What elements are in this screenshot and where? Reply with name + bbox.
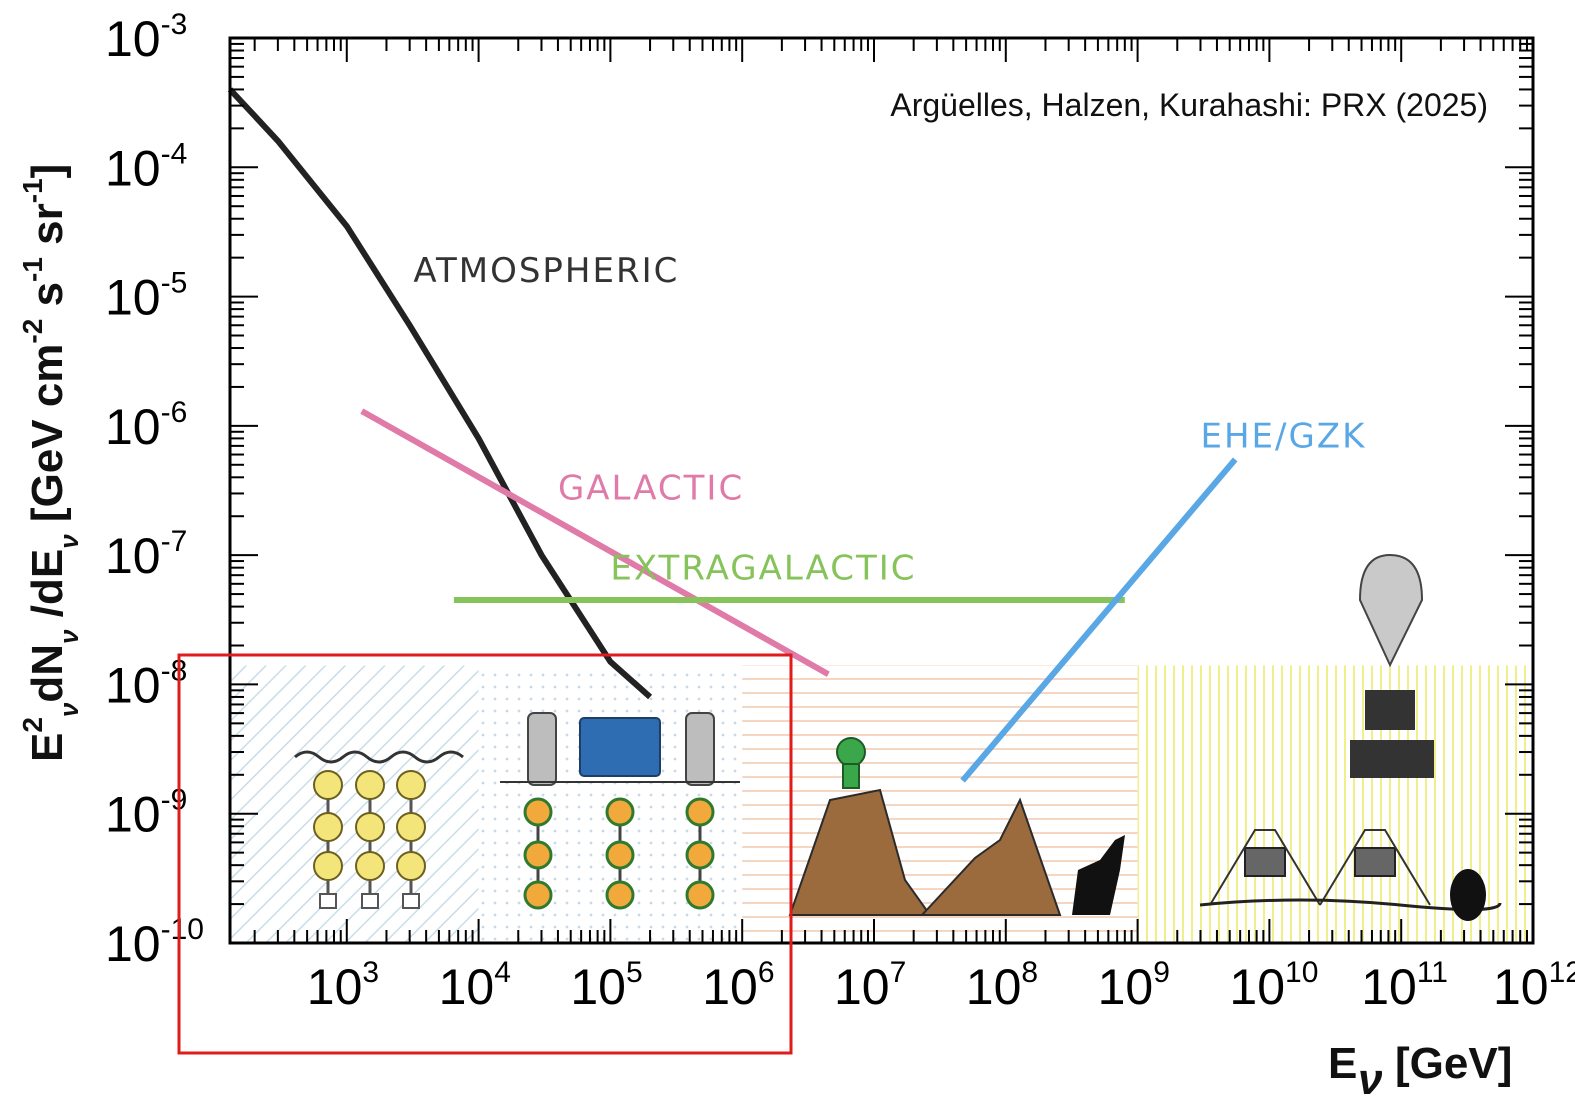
series-label-atmospheric: ATMOSPHERIC xyxy=(413,251,679,291)
optical-module-icon xyxy=(313,812,343,842)
y-tick-label: 10-10 xyxy=(105,913,204,972)
y-tick-label: 10-5 xyxy=(105,267,187,326)
optical-module-icon xyxy=(313,770,343,800)
lab-building-icon xyxy=(579,717,661,777)
optical-module-icon xyxy=(605,840,635,870)
series-label-galactic: GALACTIC xyxy=(558,468,744,508)
series-label-extragalactic: EXTRAGALACTIC xyxy=(610,548,916,588)
observatory-icon xyxy=(842,763,860,789)
series-labels: ATMOSPHERIC GALACTIC EXTRAGALACTIC EHE/GZK xyxy=(413,251,1366,588)
y-tick-label: 10-7 xyxy=(105,525,187,584)
radio-station-icon xyxy=(1354,847,1396,877)
optical-module-icon xyxy=(685,880,715,910)
observatory-dome-icon xyxy=(836,737,866,767)
optical-module-icon xyxy=(523,840,553,870)
optical-module-icon xyxy=(523,797,553,827)
series-line-atmospheric xyxy=(227,87,653,700)
x-axis-title-sub: ν xyxy=(1358,1055,1383,1104)
payload-icon xyxy=(1350,740,1434,778)
tower-icon xyxy=(685,712,715,786)
optical-module-icon xyxy=(355,812,385,842)
balloon-icon xyxy=(1358,553,1424,668)
optical-module-icon xyxy=(313,851,343,881)
detector-band-1 xyxy=(230,665,479,943)
detector-illustrations xyxy=(294,553,1502,921)
x-tick-label: 104 xyxy=(439,956,511,1015)
optical-module-icon xyxy=(605,797,635,827)
y-tick-label: 10-8 xyxy=(105,654,187,713)
y-axis-title: E2νdNν /dEν [GeV cm-2 s-1 sr-1] xyxy=(17,164,84,762)
x-tick-label: 109 xyxy=(1098,956,1170,1015)
plot-frame xyxy=(228,36,1535,945)
y-tick-label: 10-9 xyxy=(105,784,187,843)
svg-text:E2νdNν /dEν [GeV cm-2 s-1 sr-: E2νdNν /dEν [GeV cm-2 s-1 sr-1] xyxy=(17,164,84,762)
series-layer xyxy=(227,87,1238,783)
optical-module-icon xyxy=(355,770,385,800)
x-tick-label: 1010 xyxy=(1229,956,1318,1015)
x-axis-title-unit: [GeV] xyxy=(1395,1039,1512,1088)
ground-icon xyxy=(1199,898,1502,912)
antenna-icon xyxy=(1209,829,1321,906)
optical-module-icon xyxy=(355,851,385,881)
mountain-icon xyxy=(919,797,1062,916)
antenna-icon xyxy=(1319,829,1431,906)
highlight-box xyxy=(177,653,793,1055)
series-line-galactic xyxy=(360,408,830,677)
anchor-icon xyxy=(402,893,420,909)
series-label-ehe-gzk: EHE/GZK xyxy=(1200,417,1366,457)
optical-module-icon xyxy=(685,840,715,870)
optical-module-icon xyxy=(685,797,715,827)
figure-credit: Argüelles, Halzen, Kurahashi: PRX (2025) xyxy=(890,87,1488,123)
tower-icon xyxy=(527,712,557,786)
x-tick-label: 103 xyxy=(307,956,379,1015)
optical-module-icon xyxy=(396,851,426,881)
y-tick-labels: 10-10 10-9 10-8 10-7 10-6 10-5 10-4 10-3 xyxy=(105,8,204,972)
x-tick-label: 106 xyxy=(702,956,774,1015)
anchor-icon xyxy=(319,893,337,909)
payload-icon xyxy=(1365,690,1415,730)
x-tick-label: 107 xyxy=(834,956,906,1015)
x-axis-title: E ν [GeV] xyxy=(1328,1039,1512,1104)
x-axis-title-main: E xyxy=(1328,1039,1357,1088)
x-tick-label: 1012 xyxy=(1493,956,1575,1015)
x-tick-label: 108 xyxy=(966,956,1038,1015)
y-tick-label: 10-3 xyxy=(105,8,187,67)
penguin-icon xyxy=(1450,869,1486,921)
radio-station-icon xyxy=(1244,847,1286,877)
y-tick-label: 10-4 xyxy=(105,137,187,196)
series-line-ehe-gzk xyxy=(960,457,1238,783)
x-tick-label: 105 xyxy=(570,956,642,1015)
optical-module-icon xyxy=(523,880,553,910)
x-tick-label: 1011 xyxy=(1361,956,1448,1015)
y-tick-label: 10-6 xyxy=(105,396,187,455)
optical-module-icon xyxy=(396,770,426,800)
optical-module-icon xyxy=(605,880,635,910)
optical-module-icon xyxy=(396,812,426,842)
x-tick-labels: 103 104 105 106 107 108 109 1010 1011 1012 xyxy=(307,956,1575,1015)
mountain-icon xyxy=(788,788,932,916)
water-surface-icon xyxy=(294,750,464,764)
llama-icon xyxy=(1072,835,1125,915)
anchor-icon xyxy=(361,893,379,909)
